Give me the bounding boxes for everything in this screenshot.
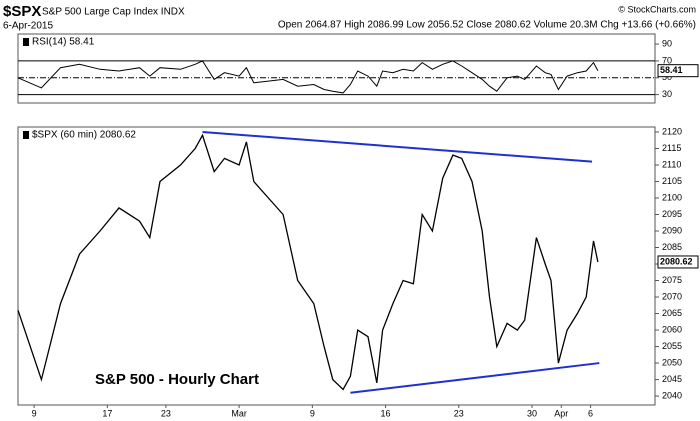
date: 6-Apr-2015: [3, 21, 53, 32]
last-value-label: 2080.62: [660, 256, 693, 266]
annotation: S&P 500 - Hourly Chart: [95, 371, 259, 388]
x-tick-label: 23: [454, 408, 464, 418]
x-tick-label: Mar: [231, 408, 247, 418]
price-legend: $SPX (60 min) 2080.62: [32, 130, 136, 141]
x-tick-label: 23: [161, 408, 171, 418]
y-tick-label: 2110: [662, 159, 681, 169]
series-line: [17, 60, 599, 94]
x-tick-label: Apr: [554, 408, 568, 418]
y-tick-label: 2065: [662, 308, 682, 318]
y-tick-label: 2120: [662, 126, 682, 136]
trendline: [202, 130, 593, 163]
y-tick-label: 2050: [662, 357, 682, 367]
x-tick-label: 6: [588, 408, 593, 418]
y-tick-label: 2095: [662, 209, 682, 219]
x-tick-label: 9: [32, 408, 37, 418]
x-tick-label: 9: [310, 408, 315, 418]
quote: Open 2064.87 High 2086.99 Low 2056.52 Cl…: [278, 20, 696, 31]
price-swatch: [23, 131, 29, 139]
trendline: [350, 362, 600, 394]
y-tick-label: 2105: [662, 176, 682, 186]
x-tick-label: 16: [381, 408, 391, 418]
y-tick-label: 2045: [662, 374, 682, 384]
y-tick-label: 30: [662, 89, 672, 99]
y-tick-label: 2075: [662, 275, 682, 285]
symbol: $SPX: [3, 3, 41, 20]
y-tick-label: 2115: [662, 143, 681, 153]
last-value-label: 58.41: [660, 65, 683, 75]
y-tick-label: 70: [662, 55, 672, 65]
price-frame: [17, 126, 656, 406]
y-tick-label: 2090: [662, 225, 682, 235]
rsi-swatch: [23, 38, 29, 46]
y-tick-label: 2070: [662, 291, 682, 301]
rsi-legend: RSI(14) 58.41: [32, 37, 95, 48]
y-tick-label: 2060: [662, 324, 682, 334]
y-tick-label: 2085: [662, 242, 682, 252]
rsi-frame: [17, 33, 656, 104]
copyright: © StockCharts.com: [618, 4, 696, 14]
last-value-box: [657, 255, 699, 269]
x-tick-label: 17: [102, 408, 112, 418]
last-value-box: [657, 64, 699, 78]
x-tick-label: 30: [527, 408, 537, 418]
index-name: S&P 500 Large Cap Index INDX: [42, 7, 185, 18]
y-tick-label: 2055: [662, 341, 682, 351]
y-tick-label: 2040: [662, 390, 682, 400]
y-tick-label: 2100: [662, 192, 682, 202]
series-line: [17, 133, 599, 391]
y-tick-label: 90: [662, 38, 672, 48]
